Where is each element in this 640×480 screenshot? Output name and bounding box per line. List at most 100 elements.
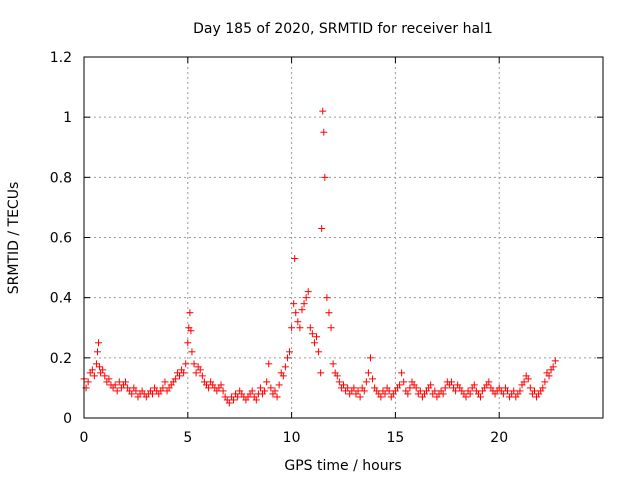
data-point-0-143: [362, 378, 370, 386]
data-point-0-140: [356, 393, 364, 401]
data-point-0-195: [470, 381, 478, 389]
y-tick-label-0: 0: [63, 411, 72, 427]
x-tick-label-3: 15: [386, 430, 404, 446]
data-point-0-52: [184, 339, 192, 347]
data-point-0-132: [340, 381, 347, 389]
data-point-0-152: [381, 390, 389, 398]
data-point-0-134: [344, 384, 352, 392]
data-point-0-114: [306, 324, 314, 332]
data-point-0-139: [354, 387, 362, 395]
data-point-0-181: [441, 384, 449, 392]
data-point-0-184: [447, 378, 455, 386]
data-point-0-58: [192, 369, 200, 377]
data-point-0-129: [333, 372, 341, 380]
data-point-0-221: [524, 375, 532, 383]
data-point-0-214: [510, 387, 518, 395]
data-point-0-169: [416, 387, 424, 395]
data-point-0-104: [288, 324, 296, 332]
data-point-0-198: [477, 393, 485, 401]
data-point-0-142: [360, 387, 368, 395]
data-point-0-91: [261, 387, 269, 395]
data-point-0-193: [466, 390, 474, 398]
data-point-0-102: [283, 354, 291, 362]
data-point-0-101: [281, 363, 289, 371]
data-point-0-19: [115, 378, 123, 386]
data-point-0-154: [385, 387, 393, 395]
data-point-0-74: [225, 399, 233, 407]
data-point-0-167: [412, 384, 420, 392]
data-point-0-233: [549, 363, 557, 371]
data-point-0-111: [300, 300, 308, 308]
data-point-0-106: [291, 255, 299, 263]
data-point-0-50: [180, 369, 188, 377]
data-point-0-211: [504, 387, 512, 395]
data-point-0-51: [182, 360, 190, 368]
x-tick-label-4: 20: [490, 430, 508, 446]
data-point-0-57: [190, 360, 198, 368]
data-point-0-160: [398, 369, 406, 377]
data-point-0-113: [304, 288, 312, 296]
data-point-0-35: [149, 390, 157, 398]
data-point-0-130: [335, 378, 343, 386]
data-point-0-64: [205, 384, 213, 392]
data-point-0-12: [101, 372, 109, 380]
x-tick-label-0: 0: [80, 430, 89, 446]
data-point-0-25: [128, 390, 136, 398]
x-axis-label: GPS time / hours: [284, 458, 401, 474]
data-point-0-5: [90, 372, 98, 380]
data-point-0-6: [92, 360, 100, 368]
data-point-0-7: [93, 348, 101, 356]
data-point-0-222: [526, 384, 534, 392]
y-axis-label: SRMTID / TECUs: [6, 182, 22, 295]
data-point-0-93: [265, 360, 273, 368]
y-tick-label-3: 0.6: [50, 231, 72, 247]
data-point-0-125: [325, 309, 333, 317]
chart-title: Day 185 of 2020, SRMTID for receiver hal…: [193, 21, 493, 37]
y-tick-label-5: 1: [63, 110, 72, 126]
data-point-0-119: [317, 369, 325, 377]
data-point-0-94: [267, 384, 275, 392]
data-point-0-115: [308, 330, 316, 338]
data-point-0-145: [366, 354, 374, 362]
data-point-0-164: [406, 384, 414, 392]
data-point-0-46: [171, 375, 179, 383]
data-point-0-60: [196, 366, 204, 374]
data-point-0-14: [105, 375, 113, 383]
data-point-0-61: [198, 372, 206, 380]
data-point-0-108: [294, 318, 302, 326]
data-point-0-56: [188, 348, 196, 356]
data-point-0-150: [377, 393, 385, 401]
data-point-0-87: [252, 396, 260, 404]
data-point-0-8: [95, 339, 103, 347]
data-point-0-123: [321, 173, 329, 181]
data-point-0-18: [113, 387, 121, 395]
data-point-0-41: [161, 378, 169, 386]
data-point-0-163: [404, 390, 412, 398]
data-point-0-117: [313, 333, 321, 341]
data-point-0-186: [452, 387, 460, 395]
plot-frame: [83, 56, 604, 419]
data-point-0-17: [111, 381, 119, 389]
data-point-0-96: [271, 387, 279, 395]
data-point-0-202: [485, 378, 493, 386]
data-point-0-105: [290, 300, 298, 308]
data-point-0-231: [545, 372, 553, 380]
data-point-0-103: [286, 348, 294, 356]
data-point-0-118: [315, 348, 323, 356]
data-point-0-112: [302, 294, 310, 302]
data-point-0-78: [234, 393, 242, 401]
data-point-0-76: [229, 396, 237, 404]
data-point-0-48: [175, 372, 183, 380]
data-point-0-180: [439, 390, 447, 398]
data-point-0-22: [122, 378, 130, 386]
data-point-0-2: [84, 378, 92, 386]
data-point-0-234: [551, 357, 559, 365]
data-point-0-126: [327, 324, 335, 332]
data-point-0-144: [364, 369, 372, 377]
data-point-0-55: [187, 327, 195, 335]
x-tick-label-1: 5: [183, 430, 192, 446]
grid-layer: [84, 57, 603, 418]
x-tick-label-2: 10: [283, 430, 301, 446]
data-point-0-121: [319, 107, 327, 115]
data-point-0-4: [88, 366, 96, 374]
